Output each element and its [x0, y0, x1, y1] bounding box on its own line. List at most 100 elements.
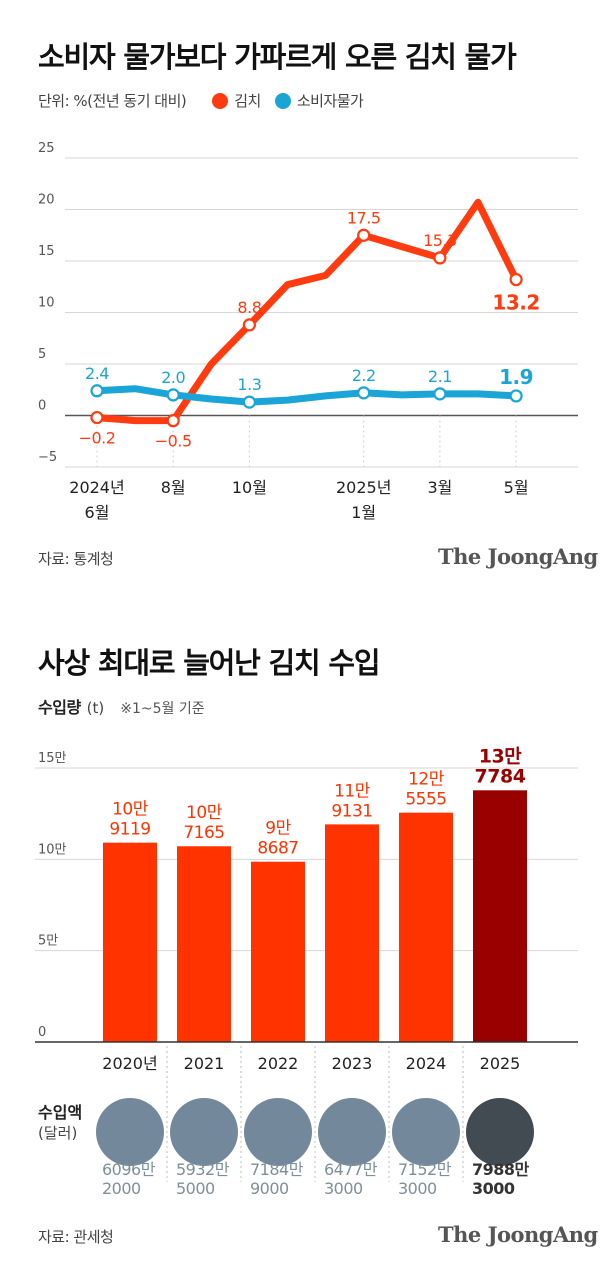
series-line-cpi — [93, 385, 520, 406]
x-tick-label: 2022 — [258, 1054, 299, 1073]
import-value-label: 5932만 5000 — [176, 1160, 229, 1198]
bar-value-label: 9119 — [109, 820, 150, 840]
unit-label: 단위: %(전년 동기 대비) — [38, 92, 187, 110]
brand-logo: The JoongAng — [438, 544, 598, 569]
bar-value-label: 5555 — [405, 790, 446, 810]
import-value-circle — [96, 1098, 164, 1166]
bar-chart-source: 자료: 관세청 — [38, 1228, 114, 1246]
bar-chart-title: 사상 최대로 늘어난 김치 수입 — [38, 646, 381, 680]
import-value-text: 9000 — [250, 1179, 289, 1198]
data-label: −0.5 — [155, 432, 192, 451]
import-value-circle — [244, 1098, 312, 1166]
data-label: 1.3 — [237, 375, 261, 394]
data-point — [433, 251, 447, 265]
y-tick-label: 0 — [38, 399, 46, 414]
line-chart: 25 20 15 10 5 0 −5 2024년 6월 8월 10월 2025년 1월 3월 5월 −0.2 −… — [38, 141, 578, 522]
y-axis-label: 수입량 — [38, 698, 81, 717]
data-point — [90, 410, 104, 425]
import-value-circle — [466, 1098, 534, 1166]
data-point — [509, 389, 523, 403]
y-tick-label: 5 — [38, 347, 46, 362]
import-value-text: 3000 — [324, 1179, 363, 1198]
data-point — [166, 414, 180, 428]
data-point — [90, 384, 104, 398]
data-label: 13.2 — [492, 291, 539, 315]
bar — [473, 790, 527, 1042]
import-value-text: 7152만 — [398, 1160, 451, 1179]
x-tick-label: 2025년 — [336, 478, 391, 497]
legend-cpi-label: 소비자물가 — [296, 92, 364, 110]
bar — [251, 861, 305, 1042]
x-tick-label: 2021 — [184, 1054, 225, 1073]
import-value-text: 3000 — [472, 1179, 515, 1198]
y-tick-label: 10만 — [38, 842, 67, 857]
bar — [325, 824, 379, 1042]
data-point — [242, 395, 256, 409]
import-value-circle — [170, 1098, 238, 1166]
import-value-label: 수입액 — [38, 1103, 83, 1122]
brand-logo-2: The JoongAng — [438, 1222, 598, 1247]
data-label: 17.5 — [347, 208, 381, 227]
bar-value-label: 7784 — [475, 765, 526, 787]
bar-value-label: 9만 — [265, 819, 291, 839]
x-tick-label: 2023 — [332, 1054, 373, 1073]
import-value-text: 6477만 — [324, 1160, 377, 1179]
bar-chart: 15만10만5만010만91192020년10만716520219만868720… — [35, 745, 578, 1182]
import-value-label: 6096만 2000 — [102, 1160, 155, 1198]
data-point — [509, 272, 523, 287]
import-value-circle — [318, 1098, 386, 1166]
y-tick-label: −5 — [38, 450, 57, 465]
data-label: 1.9 — [499, 365, 533, 389]
data-label: 2.4 — [85, 364, 109, 383]
bar-value-label: 10만 — [112, 800, 149, 820]
bar-value-label: 13만 — [479, 745, 522, 767]
bar-value-label: 11만 — [334, 781, 371, 801]
import-value-label: 7988만 3000 — [472, 1160, 529, 1198]
import-value-label-group: 수입액 (달러) — [38, 1102, 82, 1144]
import-value-text: 2000 — [102, 1179, 141, 1198]
import-value-label: 6477만 3000 — [324, 1160, 377, 1198]
x-tick-label: 3월 — [427, 478, 452, 497]
basis-note: ※1~5월 기준 — [120, 701, 205, 717]
bar-value-label: 12만 — [408, 770, 445, 790]
data-label: 8.8 — [237, 298, 261, 317]
x-tick-label: 5월 — [504, 478, 529, 497]
import-value-unit: (달러) — [38, 1124, 78, 1142]
legend-kimchi-marker — [212, 92, 229, 109]
data-point — [433, 387, 447, 401]
data-point — [242, 318, 256, 332]
x-tick-label: 2024 — [406, 1054, 447, 1073]
bar-chart-axis-title: 수입량 (t) ※1~5월 기준 — [38, 694, 205, 718]
bar-value-label: 7165 — [183, 823, 224, 843]
data-label: −0.2 — [79, 429, 116, 448]
bar — [103, 842, 157, 1042]
line-chart-title: 소비자 물가보다 가파르게 오른 김치 물가 — [38, 40, 517, 74]
import-value-text: 5000 — [176, 1179, 215, 1198]
x-tick-label: 2020년 — [102, 1054, 157, 1073]
data-point — [357, 386, 371, 400]
line-chart-source: 자료: 통계청 — [38, 550, 114, 568]
x-tick-label: 2024년 — [69, 478, 124, 497]
import-value-label: 7184만 9000 — [250, 1160, 303, 1198]
legend-kimchi-label: 김치 — [234, 92, 261, 110]
x-tick-label: 8월 — [161, 478, 186, 497]
line-chart-legend: 단위: %(전년 동기 대비) 김치 소비자물가 — [38, 90, 364, 111]
legend-cpi-marker — [274, 92, 291, 109]
import-value-text: 5932만 — [176, 1160, 229, 1179]
data-label: 2.0 — [161, 368, 185, 387]
y-tick-label: 15만 — [38, 751, 67, 766]
data-label: 15.3 — [423, 231, 457, 250]
bar-value-label: 8687 — [257, 839, 298, 859]
import-value-text: 7184만 — [250, 1160, 303, 1179]
y-tick-label: 0 — [38, 1025, 46, 1040]
bar — [177, 846, 231, 1042]
import-value-label: 7152만 3000 — [398, 1160, 451, 1198]
x-tick-label: 1월 — [351, 503, 376, 522]
bar — [399, 812, 453, 1042]
y-axis-unit: (t) — [86, 699, 105, 717]
data-point — [357, 228, 371, 242]
x-tick-label: 10월 — [232, 478, 267, 497]
x-tick-label: 6월 — [85, 503, 110, 522]
y-tick-label: 10 — [38, 296, 55, 311]
bar-value-label: 9131 — [331, 801, 372, 821]
